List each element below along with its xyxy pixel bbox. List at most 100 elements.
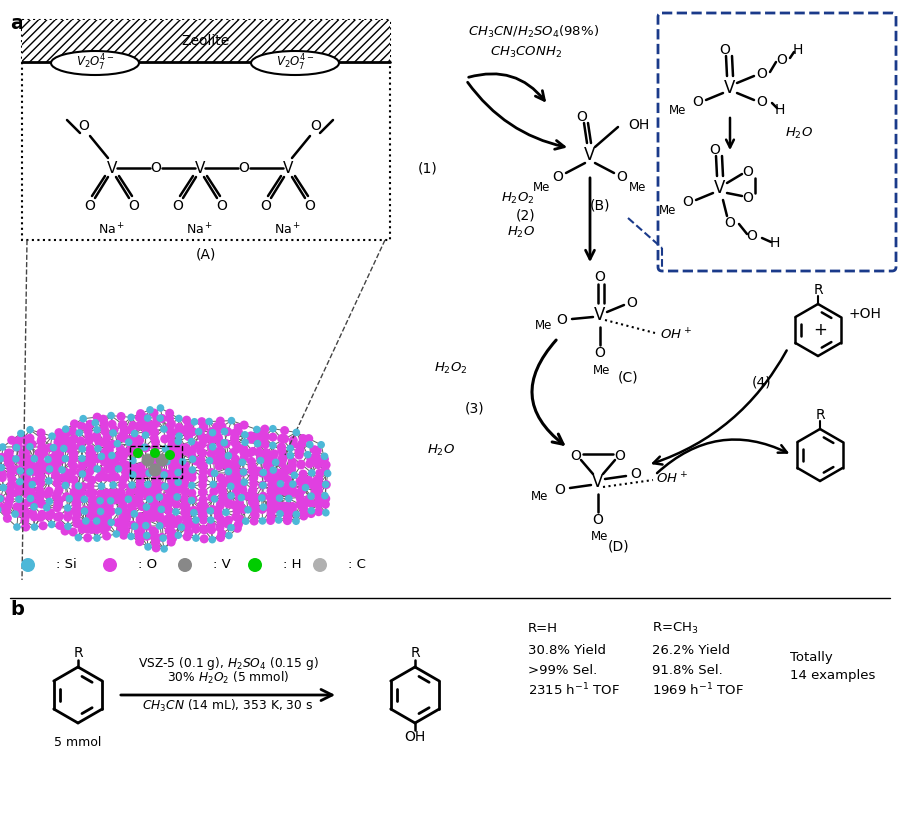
Circle shape: [156, 494, 163, 501]
Circle shape: [197, 433, 206, 442]
Circle shape: [87, 461, 96, 470]
Circle shape: [167, 428, 176, 437]
Circle shape: [64, 508, 73, 517]
Circle shape: [283, 482, 292, 491]
Circle shape: [184, 420, 194, 429]
Circle shape: [272, 459, 280, 466]
Circle shape: [86, 506, 95, 515]
Circle shape: [141, 432, 149, 439]
Text: V: V: [592, 473, 604, 491]
Circle shape: [175, 423, 184, 432]
Circle shape: [254, 466, 263, 475]
Circle shape: [18, 502, 27, 511]
Circle shape: [231, 460, 240, 468]
Text: : Si: : Si: [56, 559, 76, 572]
Circle shape: [44, 466, 53, 475]
Circle shape: [60, 445, 68, 452]
Circle shape: [239, 447, 248, 456]
Circle shape: [160, 545, 168, 553]
Circle shape: [7, 455, 16, 463]
Circle shape: [26, 480, 35, 489]
Circle shape: [72, 505, 81, 514]
Circle shape: [119, 475, 128, 485]
Text: R=H: R=H: [528, 621, 558, 634]
Circle shape: [199, 423, 208, 432]
Circle shape: [188, 482, 195, 489]
Circle shape: [51, 471, 60, 480]
Circle shape: [35, 485, 44, 494]
Text: 5 mmol: 5 mmol: [54, 737, 102, 750]
Circle shape: [87, 475, 96, 485]
Circle shape: [310, 445, 319, 454]
Circle shape: [151, 543, 160, 552]
Circle shape: [35, 472, 44, 481]
Circle shape: [132, 440, 141, 449]
Circle shape: [295, 500, 304, 509]
Circle shape: [21, 513, 30, 522]
Circle shape: [77, 525, 86, 534]
Circle shape: [102, 489, 111, 498]
Circle shape: [192, 456, 201, 466]
Circle shape: [260, 424, 269, 433]
Circle shape: [167, 456, 176, 466]
Circle shape: [198, 508, 207, 517]
Circle shape: [294, 451, 303, 460]
Circle shape: [17, 429, 24, 438]
Text: VSZ-5 (0.1 g), $H_2SO_4$ (0.15 g): VSZ-5 (0.1 g), $H_2SO_4$ (0.15 g): [138, 656, 319, 672]
Circle shape: [227, 483, 235, 490]
Circle shape: [36, 489, 45, 498]
Circle shape: [109, 481, 117, 489]
Circle shape: [94, 465, 101, 473]
Circle shape: [136, 475, 145, 485]
Circle shape: [112, 518, 122, 527]
Circle shape: [249, 468, 258, 477]
Circle shape: [216, 501, 225, 510]
Circle shape: [286, 452, 294, 459]
Circle shape: [198, 448, 207, 457]
Circle shape: [289, 481, 298, 490]
Circle shape: [322, 480, 331, 489]
Circle shape: [216, 519, 225, 528]
Circle shape: [12, 455, 20, 463]
Circle shape: [248, 498, 256, 507]
Circle shape: [120, 426, 129, 435]
Circle shape: [279, 468, 288, 477]
Text: O: O: [238, 161, 249, 175]
Circle shape: [209, 428, 216, 437]
Circle shape: [159, 494, 168, 503]
Circle shape: [248, 558, 262, 572]
Circle shape: [133, 447, 142, 456]
Circle shape: [30, 477, 39, 486]
Circle shape: [116, 444, 125, 453]
Circle shape: [187, 446, 196, 455]
Circle shape: [228, 417, 235, 424]
Circle shape: [280, 502, 289, 511]
Circle shape: [266, 501, 275, 510]
Circle shape: [118, 461, 127, 470]
Circle shape: [71, 499, 80, 508]
Circle shape: [231, 513, 240, 522]
Circle shape: [284, 502, 292, 511]
Circle shape: [292, 517, 300, 525]
Circle shape: [102, 523, 111, 532]
Text: O: O: [217, 199, 228, 213]
Circle shape: [152, 475, 161, 485]
Circle shape: [307, 509, 316, 518]
Circle shape: [38, 510, 47, 519]
Circle shape: [235, 499, 244, 508]
Circle shape: [239, 444, 248, 453]
Circle shape: [140, 443, 148, 451]
Circle shape: [234, 520, 243, 529]
Text: 30.8% Yield: 30.8% Yield: [528, 644, 606, 657]
Circle shape: [136, 520, 145, 529]
Circle shape: [136, 488, 145, 497]
Circle shape: [118, 420, 127, 429]
Circle shape: [247, 435, 256, 443]
Circle shape: [167, 438, 176, 447]
Circle shape: [257, 505, 266, 514]
Circle shape: [276, 480, 284, 488]
Text: $H_2O$: $H_2O$: [785, 125, 813, 141]
Circle shape: [137, 470, 146, 479]
Circle shape: [129, 456, 137, 465]
Circle shape: [85, 436, 94, 445]
